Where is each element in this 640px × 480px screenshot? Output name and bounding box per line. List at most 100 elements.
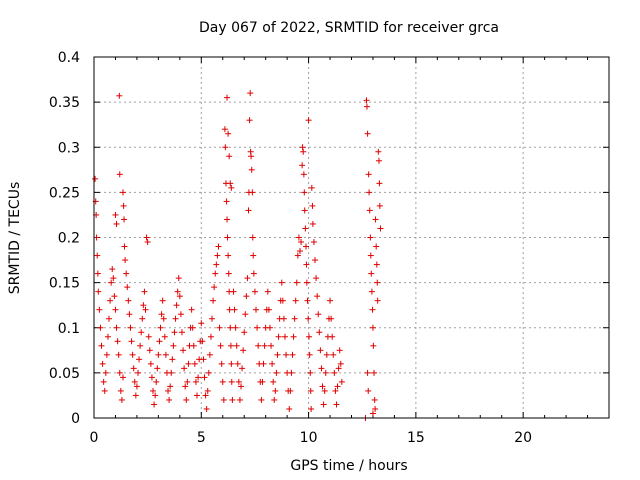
data-point [143, 234, 150, 241]
data-point [207, 333, 214, 340]
data-point [227, 324, 234, 331]
data-point [94, 270, 101, 277]
data-point [158, 311, 165, 318]
x-tick-label: 10 [300, 430, 318, 446]
data-point [331, 369, 338, 376]
data-point [225, 270, 232, 277]
data-point [268, 342, 275, 349]
data-point [306, 333, 313, 340]
data-point [195, 374, 202, 381]
data-point [160, 315, 167, 322]
data-point [305, 117, 312, 124]
data-point [224, 216, 231, 223]
x-tick-label: 0 [90, 430, 99, 446]
data-point [117, 387, 124, 394]
data-point [116, 92, 123, 99]
data-point [224, 94, 231, 101]
data-point [302, 225, 309, 232]
data-point [93, 234, 100, 241]
data-point [375, 157, 382, 164]
data-point [312, 257, 319, 264]
data-point [224, 234, 231, 241]
data-point [322, 369, 329, 376]
data-point [289, 351, 296, 358]
data-point [336, 347, 343, 354]
data-point [320, 401, 327, 408]
data-point [304, 297, 311, 304]
data-point [124, 284, 131, 291]
data-point [287, 387, 294, 394]
y-tick-label: 0.2 [58, 231, 80, 247]
data-point [265, 306, 272, 313]
data-point [165, 387, 172, 394]
data-point [249, 234, 256, 241]
data-point [375, 148, 382, 155]
data-point [318, 365, 325, 372]
data-point [113, 324, 120, 331]
data-point [372, 216, 379, 223]
data-point [125, 297, 132, 304]
data-point [363, 103, 370, 110]
data-point [236, 396, 243, 403]
data-point [169, 356, 176, 363]
data-point [270, 378, 277, 385]
data-point [153, 378, 160, 385]
data-point [214, 252, 221, 259]
data-point [139, 315, 146, 322]
y-tick-label: 0.1 [58, 321, 80, 337]
data-point [244, 275, 251, 282]
data-point [246, 117, 253, 124]
data-points [92, 90, 384, 421]
data-point [147, 360, 154, 367]
data-point [108, 279, 115, 286]
data-point [206, 351, 213, 358]
data-point [227, 342, 234, 349]
data-point [111, 293, 118, 300]
data-point [119, 374, 126, 381]
data-point [166, 396, 173, 403]
data-point [243, 293, 250, 300]
data-point [175, 275, 182, 282]
data-point [338, 378, 345, 385]
data-point [309, 202, 316, 209]
data-point [274, 351, 281, 358]
data-point [200, 356, 207, 363]
data-point [161, 333, 168, 340]
data-point [188, 306, 195, 313]
data-point [225, 252, 232, 259]
data-point [376, 180, 383, 187]
data-point [199, 338, 206, 345]
data-point [198, 320, 205, 327]
data-point [306, 351, 313, 358]
data-point [168, 369, 175, 376]
data-point [367, 234, 374, 241]
data-point [307, 369, 314, 376]
data-point [266, 324, 273, 331]
data-point [228, 360, 235, 367]
data-point [368, 270, 375, 277]
data-point [172, 315, 179, 322]
data-point [217, 342, 224, 349]
data-point [259, 378, 266, 385]
data-point [254, 324, 261, 331]
data-point [370, 342, 377, 349]
data-point [229, 396, 236, 403]
data-point [136, 356, 143, 363]
data-point [162, 351, 169, 358]
data-point [180, 347, 187, 354]
data-point [273, 369, 280, 376]
data-point [157, 324, 164, 331]
data-point [138, 329, 145, 336]
y-tick-label: 0.25 [49, 185, 80, 201]
data-point [212, 270, 219, 277]
data-point [213, 261, 220, 268]
data-point [227, 180, 234, 187]
data-point [159, 297, 166, 304]
data-point [148, 374, 155, 381]
data-point [126, 311, 133, 318]
y-axis-label: SRMTID / TECUs [7, 182, 23, 295]
axis-ticks [93, 56, 609, 419]
data-point [171, 329, 178, 336]
data-point [310, 239, 317, 246]
data-point [127, 324, 134, 331]
